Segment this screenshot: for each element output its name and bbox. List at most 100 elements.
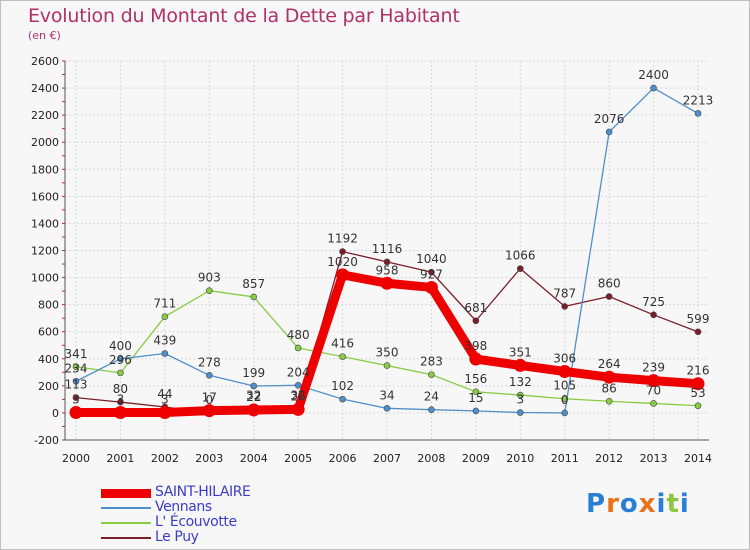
data-label: 22 [246,390,261,404]
y-tick-label: -200 [34,434,59,447]
x-tick-label: 2003 [195,452,223,465]
data-point [117,398,124,406]
brand-letter: r [606,489,620,519]
data-point [339,248,346,255]
brand-letter: P [586,489,607,519]
data-point [161,313,169,320]
x-tick-label: 2014 [684,452,712,465]
y-tick-label: 2400 [31,82,59,95]
data-label: 70 [646,383,661,397]
data-point [205,371,213,379]
data-label: 34 [379,388,394,402]
data-label: 113 [65,378,88,392]
y-tick-label: 400 [38,353,59,366]
data-point [605,128,613,136]
data-label: 480 [287,328,310,342]
data-point [561,409,569,417]
x-tick-label: 2002 [151,452,179,465]
y-tick-label: 0 [52,407,59,420]
data-label: 3 [161,393,169,407]
y-tick-label: 800 [38,299,59,312]
data-point [69,406,83,420]
y-tick-label: 1800 [31,163,59,176]
data-point [250,382,258,390]
data-point [650,400,657,407]
axes: -200020040060080010001200140016001800200… [31,55,712,465]
legend-swatch [101,507,151,509]
x-tick-label: 2010 [506,452,534,465]
brand-letter: i [679,489,690,519]
data-point [72,377,80,385]
data-point [561,303,569,310]
x-tick-label: 2008 [417,452,445,465]
data-label: 132 [509,375,532,389]
y-tick-label: 1000 [31,272,59,285]
data-point [202,404,216,418]
data-label: 903 [198,271,221,285]
data-point [469,352,483,366]
data-label: 53 [690,386,705,400]
y-tick-label: 200 [38,380,59,393]
data-point [336,268,350,282]
data-label: 2400 [638,68,669,82]
data-point [291,402,305,416]
legend-swatch [101,522,151,524]
data-point [380,276,394,290]
x-tick-label: 2009 [462,452,490,465]
data-point [250,293,258,301]
data-label: 216 [687,364,710,378]
x-tick-label: 2012 [595,452,623,465]
data-label: 341 [65,347,88,361]
data-point [605,397,613,405]
data-label: 156 [464,372,487,386]
data-label: 80 [113,382,128,396]
chart-unit: (en €) [28,29,61,42]
data-label: 278 [198,355,221,369]
chart-title: Evolution du Montant de la Dette par Hab… [28,5,460,27]
brand-letter: o [619,489,639,519]
data-point [516,409,524,416]
data-point [113,406,127,420]
data-point [247,403,261,417]
y-tick-label: 1400 [31,217,59,230]
data-label: 350 [376,346,399,360]
data-label: 599 [687,312,710,326]
legend-label: Vennans [155,499,212,515]
data-label: 0 [205,393,213,407]
data-label: 0 [561,393,569,407]
data-label: 351 [509,345,532,359]
x-tick-label: 2013 [640,452,668,465]
y-tick-label: 600 [38,326,59,339]
data-point [472,388,480,396]
data-label: 32 [291,389,306,403]
data-point [428,406,435,413]
data-point [294,382,302,389]
data-point [117,355,124,363]
data-label: 787 [553,286,576,300]
data-label: 1192 [327,232,358,246]
data-point [602,370,616,384]
y-tick-label: 2000 [31,136,59,149]
brand-letter: x [638,489,657,519]
data-label: 26 [291,389,306,403]
data-point [516,391,524,399]
data-point [205,287,213,295]
data-label: 1116 [372,242,403,256]
data-label: 3 [72,393,80,407]
data-point [383,362,391,369]
data-label: 283 [420,355,443,369]
data-point [558,365,572,379]
data-label: 234 [65,361,88,375]
data-point [605,293,613,300]
legend-label: SAINT-HILAIRE [155,484,251,500]
y-tick-label: 2200 [31,109,59,122]
x-tick-label: 2005 [284,452,312,465]
data-point [694,402,702,410]
data-label: 239 [642,361,665,375]
data-label: 1040 [416,252,447,266]
data-label: 264 [598,357,621,371]
data-label: 725 [642,295,665,309]
data-label: 398 [464,339,487,353]
grid [65,60,709,441]
